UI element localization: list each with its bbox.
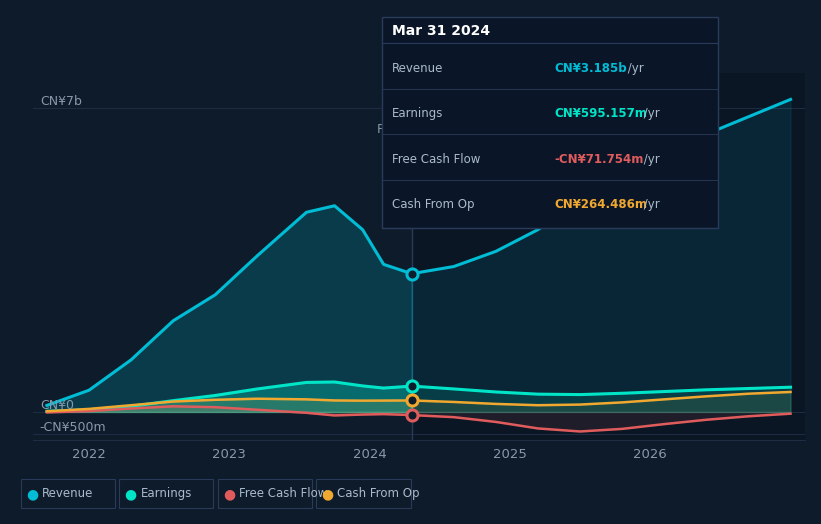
Text: -CN¥71.754m: -CN¥71.754m <box>554 152 644 166</box>
Text: -CN¥500m: -CN¥500m <box>40 421 107 434</box>
Text: /yr: /yr <box>640 198 660 211</box>
Text: Cash From Op: Cash From Op <box>392 198 474 211</box>
Text: Analysts Forecasts: Analysts Forecasts <box>420 123 536 136</box>
Text: ●: ● <box>223 487 235 501</box>
Text: Free Cash Flow: Free Cash Flow <box>392 152 480 166</box>
Text: Revenue: Revenue <box>42 487 94 500</box>
Text: /yr: /yr <box>625 61 644 74</box>
Text: Cash From Op: Cash From Op <box>337 487 420 500</box>
Text: ●: ● <box>26 487 38 501</box>
Text: /yr: /yr <box>640 152 660 166</box>
Bar <box>411 73 805 440</box>
Text: ●: ● <box>322 487 333 501</box>
Text: Earnings: Earnings <box>392 107 443 120</box>
Text: ●: ● <box>125 487 136 501</box>
Text: Past: Past <box>377 123 403 136</box>
Text: Revenue: Revenue <box>392 61 443 74</box>
Text: /yr: /yr <box>640 107 660 120</box>
Text: CN¥264.486m: CN¥264.486m <box>554 198 647 211</box>
Text: CN¥7b: CN¥7b <box>40 95 82 108</box>
Text: CN¥3.185b: CN¥3.185b <box>554 61 626 74</box>
Text: Earnings: Earnings <box>140 487 192 500</box>
Text: Mar 31 2024: Mar 31 2024 <box>392 25 490 38</box>
Text: Free Cash Flow: Free Cash Flow <box>239 487 328 500</box>
Text: CN¥0: CN¥0 <box>40 399 74 412</box>
Text: CN¥595.157m: CN¥595.157m <box>554 107 647 120</box>
